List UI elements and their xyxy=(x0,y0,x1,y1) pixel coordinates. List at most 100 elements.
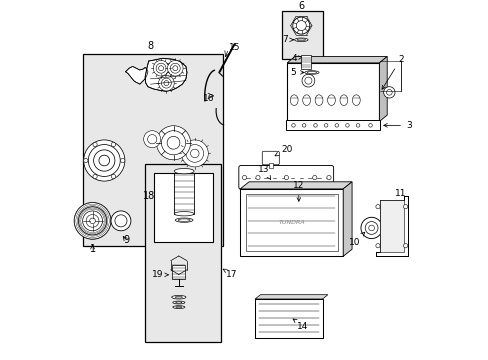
Bar xyxy=(255,299,322,338)
Text: 1: 1 xyxy=(89,244,96,253)
Circle shape xyxy=(365,221,377,234)
Bar xyxy=(286,120,379,130)
Circle shape xyxy=(82,211,102,231)
Circle shape xyxy=(83,140,124,181)
Circle shape xyxy=(172,66,178,71)
Ellipse shape xyxy=(175,296,182,298)
Circle shape xyxy=(147,135,157,144)
Bar xyxy=(172,265,185,279)
Circle shape xyxy=(111,143,115,147)
Polygon shape xyxy=(125,67,148,84)
Circle shape xyxy=(93,174,97,179)
Circle shape xyxy=(375,204,379,209)
Circle shape xyxy=(360,217,382,239)
Text: 20: 20 xyxy=(274,145,292,156)
Circle shape xyxy=(326,175,330,180)
Ellipse shape xyxy=(174,168,194,174)
Circle shape xyxy=(185,144,203,162)
Ellipse shape xyxy=(174,212,194,216)
Circle shape xyxy=(292,17,309,34)
Ellipse shape xyxy=(296,39,305,41)
Ellipse shape xyxy=(327,95,335,105)
Bar xyxy=(300,55,310,69)
Ellipse shape xyxy=(176,306,182,308)
Text: 8: 8 xyxy=(147,41,153,51)
Circle shape xyxy=(296,21,305,31)
Text: 2: 2 xyxy=(381,55,403,89)
FancyBboxPatch shape xyxy=(238,166,333,189)
Circle shape xyxy=(111,174,115,179)
Circle shape xyxy=(291,123,295,127)
Bar xyxy=(268,163,272,168)
Ellipse shape xyxy=(294,38,307,42)
Ellipse shape xyxy=(290,95,298,105)
Polygon shape xyxy=(286,57,386,63)
Bar xyxy=(154,173,212,242)
Bar xyxy=(286,63,379,121)
Circle shape xyxy=(93,150,115,171)
FancyBboxPatch shape xyxy=(262,151,279,165)
Circle shape xyxy=(190,149,199,158)
Text: 4: 4 xyxy=(291,54,302,63)
Circle shape xyxy=(312,175,316,180)
Circle shape xyxy=(167,60,183,76)
Ellipse shape xyxy=(302,95,310,105)
Circle shape xyxy=(156,126,190,160)
Circle shape xyxy=(368,123,371,127)
Circle shape xyxy=(158,75,174,91)
Circle shape xyxy=(375,244,379,248)
Circle shape xyxy=(111,211,131,231)
Text: 15: 15 xyxy=(229,44,240,53)
Text: 13: 13 xyxy=(258,165,270,179)
Circle shape xyxy=(181,140,208,167)
Text: 12: 12 xyxy=(292,181,304,201)
Circle shape xyxy=(86,215,99,227)
Circle shape xyxy=(242,175,246,180)
Circle shape xyxy=(304,77,311,84)
Ellipse shape xyxy=(306,71,316,73)
Polygon shape xyxy=(343,182,351,256)
Text: 11: 11 xyxy=(394,189,406,198)
Circle shape xyxy=(302,74,314,87)
Circle shape xyxy=(403,244,407,248)
Circle shape xyxy=(78,207,106,235)
Ellipse shape xyxy=(339,95,347,105)
Ellipse shape xyxy=(178,219,190,221)
Bar xyxy=(281,12,322,59)
Circle shape xyxy=(88,144,120,176)
Circle shape xyxy=(99,155,109,166)
Text: 6: 6 xyxy=(298,1,304,11)
Text: 16: 16 xyxy=(203,94,214,103)
Circle shape xyxy=(156,63,166,73)
Ellipse shape xyxy=(176,302,182,303)
Circle shape xyxy=(356,123,359,127)
Ellipse shape xyxy=(314,95,322,105)
Text: 18: 18 xyxy=(142,191,155,201)
Circle shape xyxy=(255,175,260,180)
Text: 9: 9 xyxy=(123,235,129,246)
Bar xyxy=(145,164,221,342)
Polygon shape xyxy=(375,196,407,256)
Ellipse shape xyxy=(352,95,360,105)
Circle shape xyxy=(345,123,348,127)
Ellipse shape xyxy=(172,306,184,309)
Circle shape xyxy=(158,66,163,71)
Circle shape xyxy=(368,225,374,231)
Bar xyxy=(245,194,337,251)
Ellipse shape xyxy=(171,296,185,299)
Circle shape xyxy=(313,123,317,127)
Circle shape xyxy=(121,158,124,163)
Circle shape xyxy=(403,204,407,209)
Circle shape xyxy=(74,202,111,239)
Circle shape xyxy=(383,87,394,98)
Circle shape xyxy=(161,78,171,88)
Circle shape xyxy=(284,175,288,180)
Circle shape xyxy=(170,63,180,73)
Circle shape xyxy=(143,131,161,148)
Circle shape xyxy=(161,131,185,155)
Text: 3: 3 xyxy=(383,121,411,130)
Text: 7: 7 xyxy=(281,35,293,44)
Ellipse shape xyxy=(304,71,318,74)
Circle shape xyxy=(115,215,127,227)
Ellipse shape xyxy=(172,301,184,304)
